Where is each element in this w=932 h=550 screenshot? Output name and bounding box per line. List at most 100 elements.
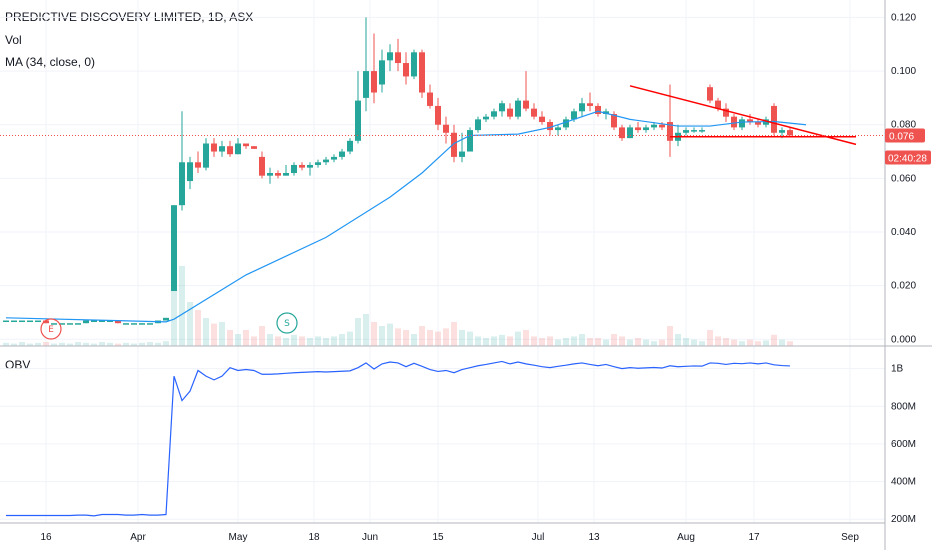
candle bbox=[363, 17, 369, 112]
volume-bar bbox=[435, 331, 441, 346]
candle bbox=[67, 323, 73, 325]
candle bbox=[107, 320, 113, 323]
time-axis-tick: Aug bbox=[677, 532, 695, 543]
candle bbox=[299, 162, 305, 171]
volume-bar bbox=[723, 338, 729, 346]
volume-bar bbox=[267, 334, 273, 346]
volume-bar bbox=[523, 330, 529, 346]
volume-bar bbox=[363, 314, 369, 346]
volume-bar bbox=[35, 342, 41, 346]
obv-axis-tick: 800M bbox=[891, 401, 916, 412]
earnings-icon: E bbox=[48, 325, 54, 335]
candle bbox=[731, 113, 737, 131]
obv-axis-tick: 400M bbox=[891, 477, 916, 488]
candle bbox=[627, 124, 633, 139]
volume-bar bbox=[387, 323, 393, 346]
volume-bar bbox=[635, 338, 641, 346]
volume-bar bbox=[227, 330, 233, 346]
volume-bar bbox=[539, 338, 545, 346]
candle bbox=[219, 140, 225, 157]
volume-bar bbox=[131, 343, 137, 346]
volume-bar bbox=[203, 318, 209, 346]
volume-bar bbox=[691, 339, 697, 346]
volume-bar bbox=[179, 266, 185, 346]
volume-bar bbox=[411, 334, 417, 346]
candle bbox=[355, 71, 361, 144]
candle bbox=[515, 97, 521, 120]
candle bbox=[555, 124, 561, 136]
candle bbox=[419, 49, 425, 98]
candle bbox=[171, 205, 177, 292]
trendline[interactable] bbox=[629, 85, 857, 146]
volume-bar bbox=[43, 342, 49, 346]
candle bbox=[395, 38, 401, 72]
candle bbox=[755, 119, 761, 128]
volume-bar bbox=[491, 336, 497, 346]
candle bbox=[251, 146, 257, 149]
volume-bar bbox=[763, 340, 769, 346]
candle bbox=[523, 71, 529, 112]
volume-bar bbox=[611, 334, 617, 346]
volume-bar bbox=[67, 343, 73, 346]
volume-bar bbox=[483, 338, 489, 346]
candle bbox=[699, 127, 705, 133]
candle bbox=[75, 323, 81, 325]
volume-bar bbox=[123, 342, 129, 346]
earnings-event-marker[interactable]: E bbox=[40, 318, 62, 340]
volume-bar bbox=[283, 338, 289, 346]
candle bbox=[131, 323, 137, 325]
candle bbox=[475, 116, 481, 133]
volume-bar bbox=[771, 334, 777, 346]
time-axis[interactable]: 16 Apr May 18 Jun 15 Jul 13 Aug 17 Sep bbox=[40, 532, 859, 543]
volume-bar bbox=[659, 339, 665, 346]
volume-bar bbox=[787, 341, 793, 346]
price-axis-tick: 0.000 bbox=[891, 334, 916, 345]
price-axis-tick: 0.020 bbox=[891, 281, 916, 292]
candle bbox=[651, 122, 657, 131]
candle bbox=[235, 138, 241, 155]
candle bbox=[611, 111, 617, 131]
candle bbox=[603, 108, 609, 120]
candle bbox=[379, 49, 385, 93]
candle bbox=[139, 323, 145, 325]
volume-bar bbox=[419, 326, 425, 346]
volume-bar bbox=[139, 342, 145, 346]
candle bbox=[123, 323, 129, 325]
volume-bar bbox=[355, 318, 361, 346]
volume-bar bbox=[371, 322, 377, 346]
volume-bar bbox=[59, 342, 65, 346]
volume-bar bbox=[699, 341, 705, 346]
candle bbox=[427, 84, 433, 109]
candle bbox=[491, 108, 497, 120]
volume-bar bbox=[683, 338, 689, 346]
volume-bar bbox=[147, 342, 153, 346]
candle bbox=[747, 113, 753, 125]
volume-indicator-label[interactable]: Vol bbox=[5, 33, 22, 47]
candle bbox=[331, 154, 337, 163]
price-axis-tick: 0.120 bbox=[891, 12, 916, 23]
candle bbox=[587, 92, 593, 112]
volume-bar bbox=[627, 339, 633, 346]
volume-bar bbox=[643, 339, 649, 346]
volume-bar bbox=[747, 339, 753, 346]
candle bbox=[371, 33, 377, 104]
candle bbox=[163, 317, 169, 321]
dividend-event-marker[interactable]: S bbox=[276, 312, 298, 334]
candle bbox=[211, 138, 217, 157]
candle bbox=[483, 113, 489, 123]
volume-bar bbox=[91, 343, 97, 346]
ma-indicator-label[interactable]: MA (34, close, 0) bbox=[5, 55, 96, 69]
obv-axis[interactable]: 1B 800M 600M 400M 200M bbox=[891, 364, 916, 526]
volume-bar bbox=[731, 339, 737, 346]
ma34-line bbox=[5, 110, 807, 323]
candle bbox=[147, 323, 153, 325]
price-axis[interactable]: 0.120 0.100 0.080 0.060 0.040 0.020 0.000 bbox=[891, 12, 916, 345]
candle bbox=[595, 103, 601, 117]
volume-bar bbox=[115, 343, 121, 346]
candle bbox=[507, 103, 513, 120]
time-axis-tick: Jun bbox=[362, 532, 378, 543]
volume-bar bbox=[475, 336, 481, 346]
candle bbox=[723, 103, 729, 123]
candle bbox=[339, 148, 345, 160]
